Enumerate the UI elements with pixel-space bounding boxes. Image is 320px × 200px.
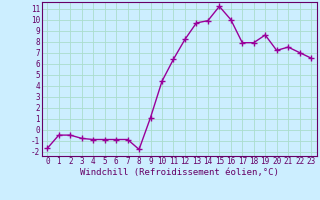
X-axis label: Windchill (Refroidissement éolien,°C): Windchill (Refroidissement éolien,°C) [80, 168, 279, 177]
